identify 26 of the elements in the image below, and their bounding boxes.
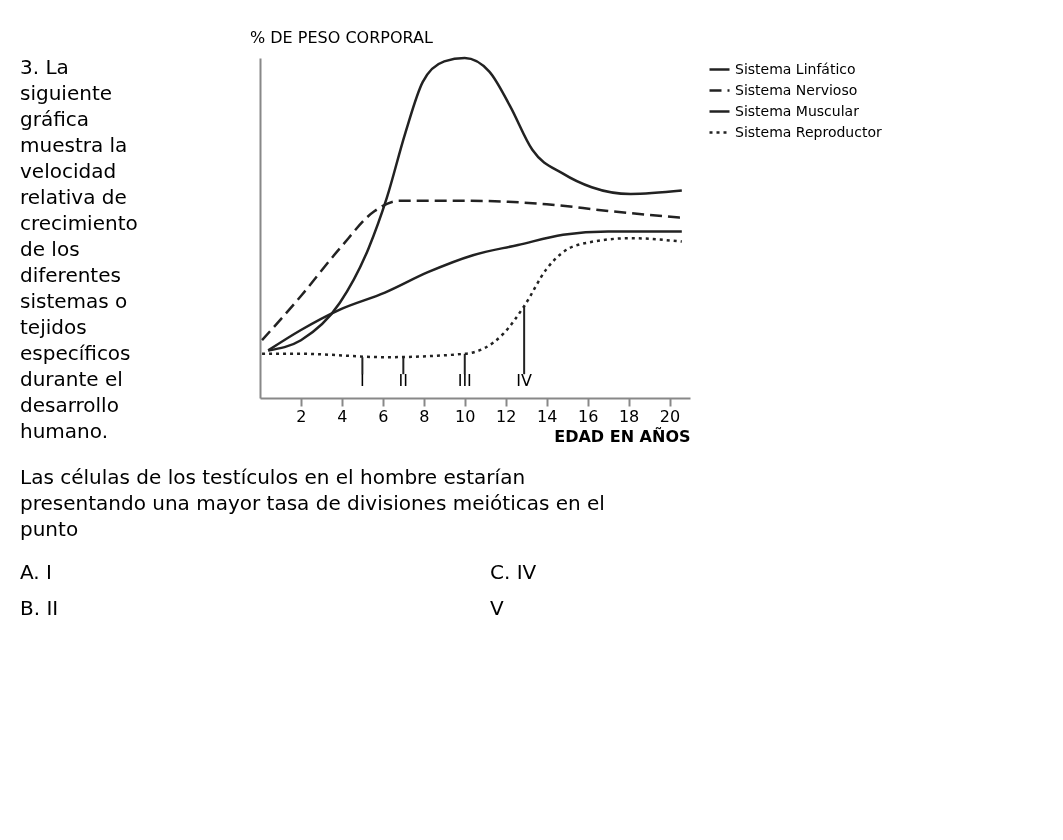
legend-label: Sistema Reproductor	[735, 123, 882, 140]
x-tick-label: 10	[455, 406, 476, 426]
annotation: I	[360, 371, 365, 390]
annotation: III	[457, 371, 472, 390]
x-tick-label: 18	[618, 406, 640, 426]
x-tick-label: 2	[296, 406, 307, 426]
text: Las células de los testículos en el hombre estarían presentando una mayor tasa de divisiones meióticas en el punto	[20, 465, 605, 541]
x-tick-label: 12	[496, 406, 517, 426]
annotation: IV	[516, 371, 533, 390]
legend-label: Sistema Linfático	[735, 60, 856, 77]
text: B. II	[20, 596, 59, 620]
text: V	[490, 596, 504, 620]
legend-label: Sistema Nervioso	[735, 81, 858, 98]
y-axis-title: % DE PESO CORPORAL	[250, 28, 433, 47]
text: A. I	[20, 560, 52, 584]
text: C. IV	[490, 560, 537, 584]
x-axis-title: EDAD EN AÑOS	[554, 426, 691, 446]
annotation: II	[398, 371, 409, 390]
x-tick-label: 6	[378, 406, 389, 426]
x-tick-label: 8	[419, 406, 430, 426]
x-tick-label: 4	[337, 406, 348, 426]
x-tick-label: 16	[577, 406, 599, 426]
legend-label: Sistema Muscular	[735, 102, 860, 119]
x-tick-label: 20	[659, 406, 681, 426]
text: 3. La siguiente gráfica muestra la velocidad relativa de crecimiento de los diferentes sistemas o tejidos específicos durante el desarrollo humano.	[20, 55, 138, 443]
x-tick-label: 14	[536, 406, 558, 426]
